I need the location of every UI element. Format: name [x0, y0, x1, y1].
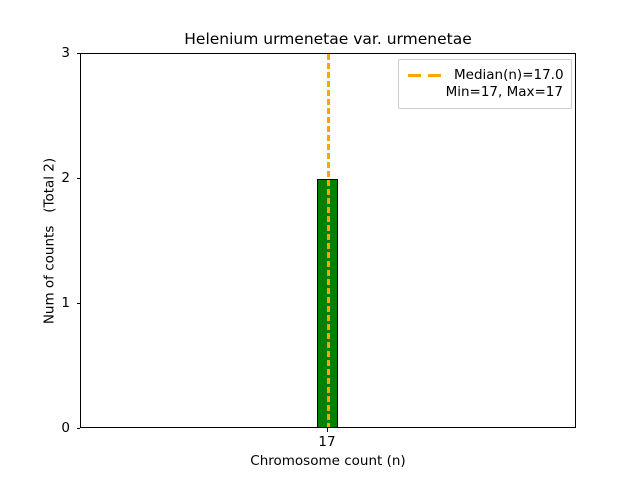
x-tick-label-17: 17 — [318, 434, 336, 450]
legend-entry-median: Median(n)=17.0 — [407, 67, 564, 84]
y-tick-label-3: 3 — [61, 44, 70, 61]
legend-sublabel-minmax: Min=17, Max=17 — [445, 84, 563, 100]
median-line — [327, 54, 330, 427]
plot-area — [81, 54, 575, 427]
y-tick-label-2: 2 — [61, 169, 70, 186]
plot-axes — [80, 53, 576, 428]
y-tick-mark-1 — [76, 303, 80, 305]
y-tick-mark-3 — [76, 53, 80, 55]
y-axis-label: Num of counts (Total 2) — [41, 157, 58, 325]
chart-legend: Median(n)=17.0 Min=17, Max=17 — [398, 59, 572, 109]
y-tick-mark-2 — [76, 178, 80, 180]
x-axis-label: Chromosome count (n) — [250, 453, 406, 469]
y-tick-label-0: 0 — [61, 419, 70, 436]
legend-label-median: Median(n)=17.0 — [454, 67, 564, 83]
dashed-line-icon — [407, 70, 445, 82]
x-tick-mark-17 — [327, 428, 329, 432]
y-tick-label-1: 1 — [61, 294, 70, 311]
chart-title: Helenium urmenetae var. urmenetae — [184, 30, 472, 48]
y-tick-mark-0 — [76, 428, 80, 430]
